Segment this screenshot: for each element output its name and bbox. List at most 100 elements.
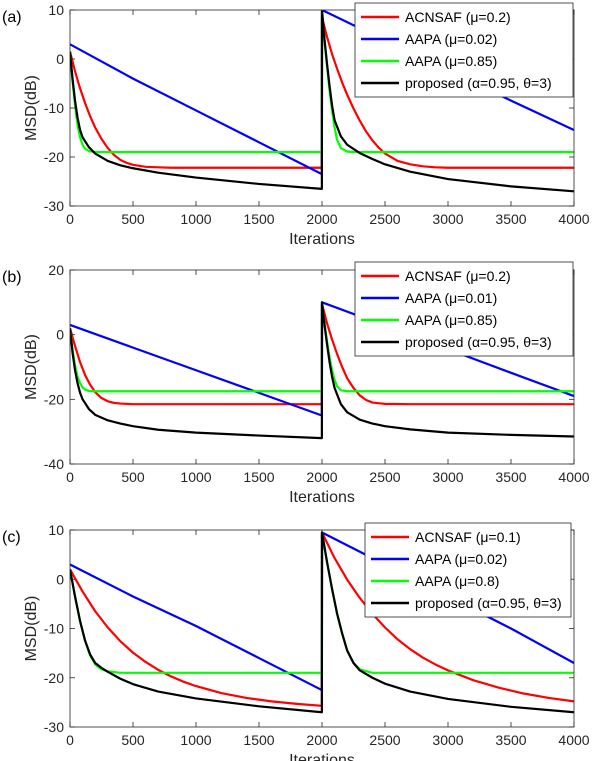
y-axis-label: MSD(dB) <box>23 596 40 662</box>
y-tick-label: -30 <box>44 719 64 735</box>
legend-entry-3: AAPA (μ=0.8) <box>415 573 499 589</box>
x-tick-label: 4000 <box>558 211 589 227</box>
legend-series-name: ACNSAF <box>405 9 466 25</box>
x-tick-label: 4000 <box>558 469 589 485</box>
legend-series-param: (μ=0.85) <box>444 53 497 69</box>
legend-series-param: (α=0.95, θ=3) <box>467 334 551 350</box>
x-tick-label: 2000 <box>306 211 337 227</box>
legend-series-param: (μ=0.02) <box>454 551 507 567</box>
legend-entry-4: proposed (α=0.95, θ=3) <box>405 75 552 91</box>
x-tick-label: 1500 <box>243 469 274 485</box>
x-tick-label: 2500 <box>369 211 400 227</box>
x-axis-label: Iterations <box>289 489 355 506</box>
legend-entry-2: AAPA (μ=0.02) <box>415 551 507 567</box>
x-tick-label: 2500 <box>369 469 400 485</box>
y-tick-label: -20 <box>44 149 64 165</box>
x-tick-label: 2000 <box>306 469 337 485</box>
y-tick-label: -10 <box>44 100 64 116</box>
legend-series-name: proposed <box>405 334 467 350</box>
legend-series-param: (μ=0.2) <box>466 268 511 284</box>
legend-series-param: (μ=0.85) <box>444 312 497 328</box>
y-tick-label: -20 <box>44 391 64 407</box>
x-axis-label: Iterations <box>289 231 355 248</box>
legend-series-name: proposed <box>405 75 467 91</box>
x-tick-label: 0 <box>66 469 74 485</box>
y-tick-label: 0 <box>56 51 64 67</box>
series-line-4 <box>70 10 574 193</box>
x-tick-label: 0 <box>66 732 74 748</box>
x-tick-label: 500 <box>121 732 145 748</box>
series-group <box>70 301 574 440</box>
series-group <box>70 10 574 193</box>
x-tick-label: 500 <box>121 469 145 485</box>
legend-series-param: (μ=0.01) <box>444 290 497 306</box>
x-tick-label: 2500 <box>369 732 400 748</box>
legend-series-name: AAPA <box>405 312 444 328</box>
x-tick-label: 3500 <box>495 469 526 485</box>
x-tick-label: 3500 <box>495 211 526 227</box>
legend-series-param: (μ=0.8) <box>454 573 499 589</box>
legend-series-name: ACNSAF <box>415 529 476 545</box>
x-axis-label: Iterations <box>289 752 355 761</box>
legend-box <box>354 261 574 357</box>
panel-label: (b) <box>2 269 22 286</box>
legend-series-name: ACNSAF <box>405 268 466 284</box>
legend-entry-3: AAPA (μ=0.85) <box>405 53 497 69</box>
y-tick-label: 20 <box>48 262 64 278</box>
x-tick-label: 1500 <box>243 211 274 227</box>
x-tick-label: 0 <box>66 211 74 227</box>
y-tick-label: -20 <box>44 670 64 686</box>
legend-series-name: AAPA <box>415 573 454 589</box>
y-tick-label: 0 <box>56 571 64 587</box>
legend: ACNSAF (μ=0.2)AAPA (μ=0.01)AAPA (μ=0.85)… <box>354 261 574 357</box>
legend-entry-4: proposed (α=0.95, θ=3) <box>415 595 562 611</box>
x-tick-label: 2000 <box>306 732 337 748</box>
y-tick-label: 10 <box>48 2 64 18</box>
x-tick-label: 4000 <box>558 732 589 748</box>
series-line-4 <box>70 301 574 440</box>
panel-label: (a) <box>2 9 22 26</box>
x-tick-label: 3000 <box>432 469 463 485</box>
legend-series-param: (μ=0.2) <box>466 9 511 25</box>
x-tick-label: 1000 <box>180 732 211 748</box>
y-tick-label: 10 <box>48 522 64 538</box>
legend-series-name: AAPA <box>415 551 454 567</box>
x-tick-label: 3000 <box>432 211 463 227</box>
y-tick-label: -30 <box>44 198 64 214</box>
legend-entry-2: AAPA (μ=0.01) <box>405 290 497 306</box>
legend-series-name: AAPA <box>405 290 444 306</box>
x-tick-label: 3000 <box>432 732 463 748</box>
x-tick-label: 3500 <box>495 732 526 748</box>
legend: ACNSAF (μ=0.2)AAPA (μ=0.02)AAPA (μ=0.85)… <box>354 2 574 98</box>
y-tick-label: -10 <box>44 621 64 637</box>
chart-panel-2: 0 500 1000 1500 2000 2500 3000 3500 4000 20 0 -20 -4… <box>2 261 590 506</box>
chart-panel-3: 0 500 1000 1500 2000 2500 3000 3500 4000 10 0 -10 -2… <box>2 522 590 761</box>
x-tick-label: 1000 <box>180 469 211 485</box>
legend-box <box>354 2 574 98</box>
series-line-4 <box>70 531 574 714</box>
legend-series-param: (α=0.95, θ=3) <box>477 595 561 611</box>
legend-entry-3: AAPA (μ=0.85) <box>405 312 497 328</box>
legend-entry-1: ACNSAF (μ=0.2) <box>405 268 511 284</box>
legend-series-name: AAPA <box>405 53 444 69</box>
x-tick-label: 1500 <box>243 732 274 748</box>
legend-series-param: (μ=0.02) <box>444 31 497 47</box>
x-tick-label: 500 <box>121 211 145 227</box>
legend-entry-2: AAPA (μ=0.02) <box>405 31 497 47</box>
panel-label: (c) <box>2 529 21 546</box>
legend-series-name: AAPA <box>405 31 444 47</box>
y-axis-label: MSD(dB) <box>23 334 40 400</box>
y-tick-label: -40 <box>44 456 64 472</box>
legend-entry-1: ACNSAF (μ=0.2) <box>405 9 511 25</box>
legend-series-param: (α=0.95, θ=3) <box>467 75 551 91</box>
legend-entry-4: proposed (α=0.95, θ=3) <box>405 334 552 350</box>
chart-panel-1: 0 500 1000 1500 2000 2500 3000 3500 4000 10 0 -10 -2… <box>2 2 590 248</box>
legend: ACNSAF (μ=0.1)AAPA (μ=0.02)AAPA (μ=0.8)p… <box>364 522 572 618</box>
y-tick-label: 0 <box>56 327 64 343</box>
x-tick-label: 1000 <box>180 211 211 227</box>
legend-series-name: proposed <box>415 595 477 611</box>
y-axis-label: MSD(dB) <box>23 75 40 141</box>
legend-entry-1: ACNSAF (μ=0.1) <box>415 529 521 545</box>
legend-box <box>364 522 572 618</box>
